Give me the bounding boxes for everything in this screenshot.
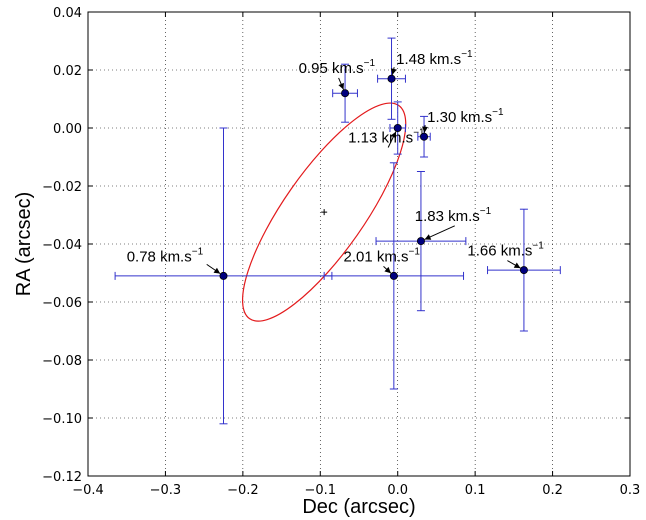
annotation-arrowhead bbox=[424, 234, 432, 240]
annotation-arrowhead bbox=[390, 68, 397, 75]
data-point bbox=[389, 271, 398, 280]
data-point-group: 1.83 km.s−1 bbox=[375, 171, 492, 312]
annotation-arrowhead bbox=[422, 126, 428, 133]
data-point-group: 2.01 km.s−1 bbox=[323, 162, 465, 390]
data-point-group: 1.30 km.s−1 bbox=[417, 107, 504, 158]
x-tick-label: −0.3 bbox=[150, 483, 182, 498]
data-point bbox=[416, 237, 425, 246]
point-label: 2.01 km.s−1 bbox=[344, 246, 421, 265]
data-point bbox=[387, 74, 396, 83]
data-point-group: 1.66 km.s−1 bbox=[467, 208, 561, 332]
point-label: 1.66 km.s−1 bbox=[467, 241, 544, 260]
point-label: 1.13 km.s−1 bbox=[348, 128, 425, 147]
data-point bbox=[420, 132, 429, 141]
annotation-arrowhead bbox=[390, 131, 397, 139]
data-point bbox=[219, 271, 228, 280]
x-tick-label: 0.2 bbox=[542, 483, 563, 498]
x-tick-label: −0.2 bbox=[227, 483, 259, 498]
annotation-arrowhead bbox=[513, 262, 521, 269]
point-label: 1.30 km.s−1 bbox=[427, 107, 504, 126]
y-tick-label: −0.04 bbox=[42, 238, 82, 253]
y-tick-label: 0.04 bbox=[53, 6, 82, 21]
x-tick-label: 0.0 bbox=[387, 483, 408, 498]
data-point bbox=[519, 266, 528, 275]
y-tick-label: −0.02 bbox=[42, 180, 82, 195]
x-tick-label: 0.1 bbox=[465, 483, 486, 498]
data-point-group: 0.95 km.s−1 bbox=[299, 58, 376, 123]
y-tick-label: 0.02 bbox=[53, 64, 82, 79]
axis-ticks: −0.4 −0.3 −0.2 −0.1 0.0 0.1 0.2 0.3 0.04 0.02 0.00… bbox=[42, 6, 640, 498]
y-tick-label: −0.12 bbox=[42, 470, 82, 485]
plot-frame bbox=[87, 11, 631, 477]
confidence-ellipse bbox=[241, 102, 407, 322]
y-tick-label: −0.08 bbox=[42, 354, 82, 369]
y-tick-label: −0.10 bbox=[42, 412, 82, 427]
data-point bbox=[393, 124, 402, 133]
data-point-group: 0.78 km.s−1 bbox=[114, 127, 333, 425]
data-point bbox=[341, 89, 350, 98]
data-point-group: 1.13 km.s−1 bbox=[348, 101, 425, 155]
center-marker bbox=[321, 209, 328, 216]
y-tick-label: −0.06 bbox=[42, 296, 82, 311]
y-axis-label: RA (arcsec) bbox=[13, 192, 35, 296]
point-label: 1.48 km.s−1 bbox=[396, 49, 473, 68]
data-point-group: 1.48 km.s−1 bbox=[377, 37, 473, 120]
point-label: 1.83 km.s−1 bbox=[415, 206, 492, 225]
x-axis-label: Dec (arcsec) bbox=[302, 496, 415, 518]
x-tick-label: −0.1 bbox=[304, 483, 336, 498]
x-tick-label: −0.4 bbox=[72, 483, 104, 498]
grid-lines bbox=[88, 12, 630, 476]
x-tick-label: 0.3 bbox=[620, 483, 641, 498]
y-tick-label: 0.00 bbox=[53, 122, 82, 137]
point-label: 0.78 km.s−1 bbox=[127, 246, 204, 265]
annotation-arrowhead bbox=[384, 266, 391, 274]
data-series: 0.95 km.s−1 1.48 km.s−1 1.13 km.s−11.30 km… bbox=[114, 37, 561, 425]
annotation-arrowhead bbox=[213, 267, 221, 274]
annotation-arrowhead bbox=[338, 82, 344, 90]
point-label: 0.95 km.s−1 bbox=[299, 58, 376, 77]
